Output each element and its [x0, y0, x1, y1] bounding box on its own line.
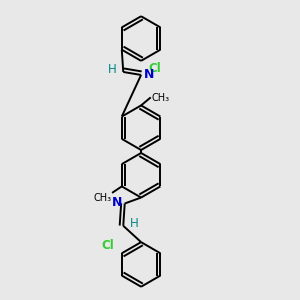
Text: H: H: [108, 63, 117, 76]
Text: Cl: Cl: [102, 239, 114, 252]
Text: N: N: [112, 196, 122, 209]
Text: CH₃: CH₃: [152, 93, 169, 103]
Text: H: H: [130, 217, 139, 230]
Text: Cl: Cl: [148, 62, 161, 75]
Text: N: N: [143, 68, 154, 81]
Text: CH₃: CH₃: [93, 193, 111, 203]
